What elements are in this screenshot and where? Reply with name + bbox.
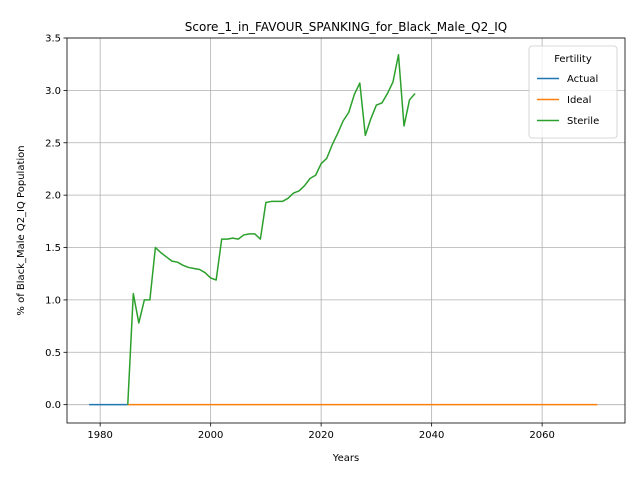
- legend-items: Actual Ideal Sterile: [537, 74, 599, 127]
- x-tick-label: 1980: [87, 430, 112, 441]
- y-tick-label: 0.5: [45, 348, 61, 359]
- legend-label-actual: Actual: [567, 74, 598, 85]
- ticks: 1980 2000 2020 2040 2060 0.0 0.5 1.0 1.5 2.0 2.5 3.…: [45, 34, 555, 442]
- plot-frame: [66, 37, 626, 424]
- y-tick-label: 3.0: [45, 86, 61, 97]
- legend-title: Fertility: [554, 54, 592, 65]
- series-lines: [89, 54, 598, 406]
- y-tick-label: 2.5: [45, 138, 61, 149]
- x-tick-label: 2020: [308, 430, 333, 441]
- x-tick-label: 2060: [529, 430, 554, 441]
- y-axis-label: % of Black_Male Q2_IQ Population: [16, 145, 27, 315]
- legend-label-ideal: Ideal: [567, 95, 591, 106]
- x-tick-label: 2000: [198, 430, 223, 441]
- legend-box: [528, 45, 618, 139]
- y-tick-label: 1.5: [45, 243, 61, 254]
- x-axis-label: Years: [332, 453, 359, 464]
- y-tick-label: 1.0: [45, 295, 61, 306]
- legend: Fertility Actual Ideal Sterile: [528, 45, 618, 139]
- y-tick-label: 2.0: [45, 191, 61, 202]
- x-tick-label: 2040: [419, 430, 444, 441]
- chart-title: Score_1_in_FAVOUR_SPANKING_for_Black_Mal…: [185, 20, 507, 34]
- y-tick-label: 0.0: [45, 400, 61, 411]
- legend-label-sterile: Sterile: [567, 116, 599, 127]
- y-tick-label: 3.5: [45, 34, 61, 45]
- series-line-sterile: [127, 54, 416, 405]
